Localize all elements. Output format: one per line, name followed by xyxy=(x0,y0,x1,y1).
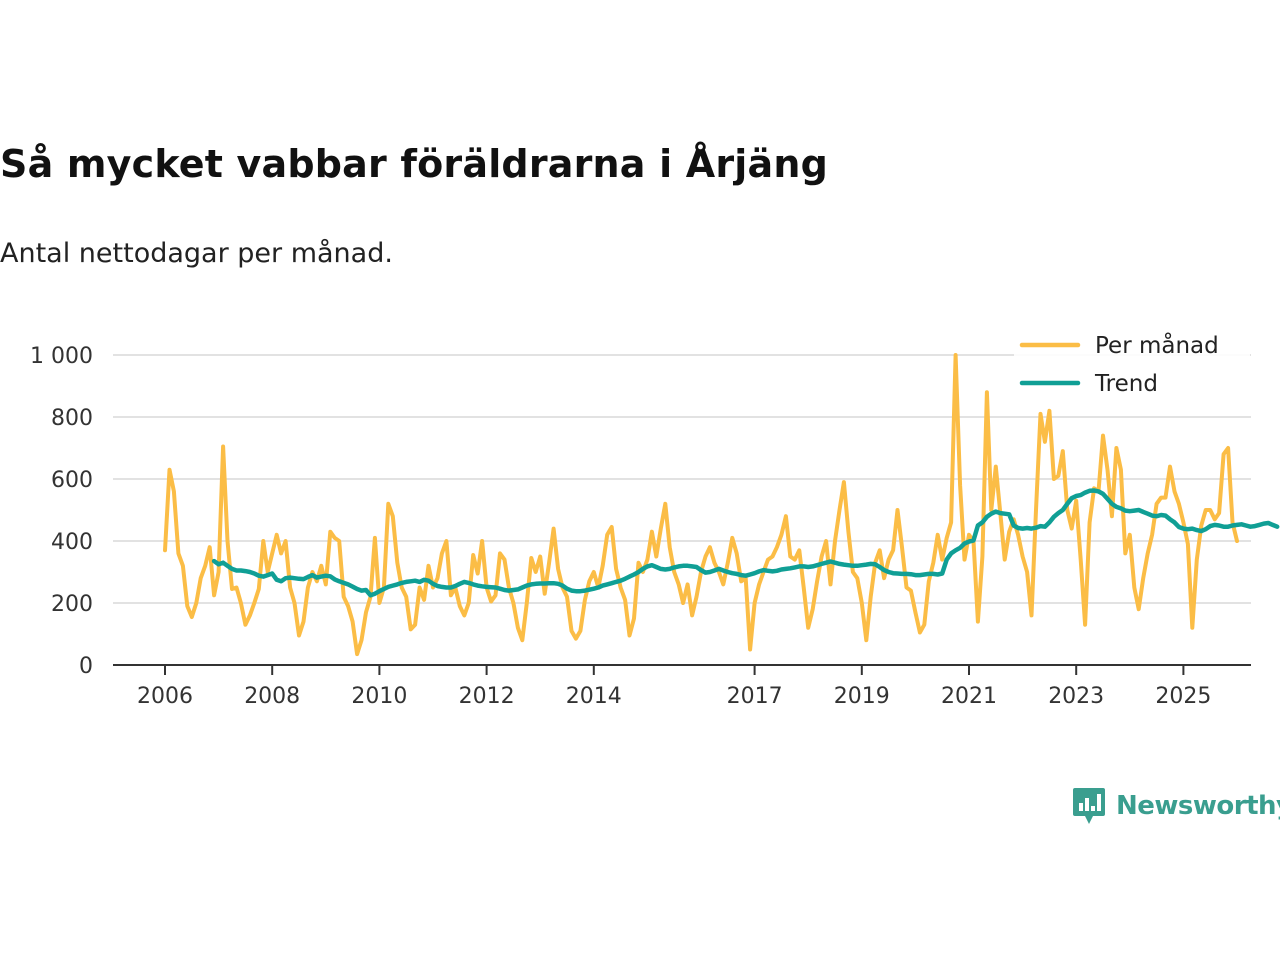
series-line-trend xyxy=(211,488,1280,598)
newsworthy-logo: Newsworthy xyxy=(1072,786,1280,826)
x-tick-label: 2012 xyxy=(459,684,515,709)
y-tick-label: 1 000 xyxy=(30,344,93,369)
y-tick-label: 200 xyxy=(51,592,93,617)
legend-label-trend: Trend xyxy=(1094,371,1158,397)
y-tick-label: 800 xyxy=(51,406,93,431)
x-tick-label: 2023 xyxy=(1048,684,1104,709)
y-tick-label: 0 xyxy=(79,654,93,679)
y-tick-label: 600 xyxy=(51,468,93,493)
y-tick-label: 400 xyxy=(51,530,93,555)
x-axis: 2006 2008 2010 2012 2014 2017 2019 2021 2023 2025 xyxy=(113,664,1251,709)
x-tick-label: 2025 xyxy=(1155,684,1211,709)
chart-bubble-icon xyxy=(1073,788,1105,824)
y-axis: 0 200 400 600 800 1 000 xyxy=(30,344,93,679)
x-tick-label: 2014 xyxy=(566,684,622,709)
legend-label-per-manad: Per månad xyxy=(1095,331,1219,359)
x-tick-label: 2017 xyxy=(727,684,783,709)
legend: Per månad Trend xyxy=(1014,326,1250,404)
x-tick-label: 2019 xyxy=(834,684,890,709)
x-tick-label: 2006 xyxy=(137,684,193,709)
brand-name: Newsworthy xyxy=(1116,791,1280,821)
legend-background xyxy=(1014,326,1250,404)
x-tick-label: 2021 xyxy=(941,684,997,709)
series-lines xyxy=(163,353,1280,657)
chart-subtitle: Antal nettodagar per månad. xyxy=(0,238,393,269)
x-tick-label: 2010 xyxy=(351,684,407,709)
chart-title: Så mycket vabbar föräldrarna i Årjäng xyxy=(0,142,828,186)
x-tick-label: 2008 xyxy=(244,684,300,709)
